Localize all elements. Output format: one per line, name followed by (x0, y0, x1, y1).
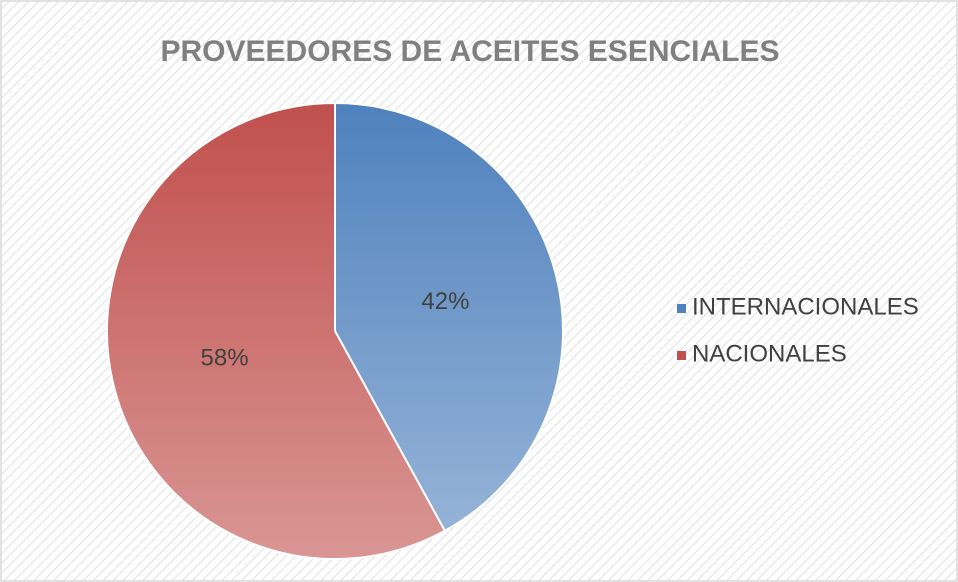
legend-label: NACIONALES (692, 340, 847, 367)
data-label: 58% (201, 345, 249, 372)
legend-swatch (677, 304, 686, 313)
pie-slice (106, 101, 447, 560)
pie-slice (334, 101, 564, 533)
data-label: 42% (421, 288, 469, 315)
legend-label: INTERNACIONALES (692, 293, 919, 320)
legend-swatch (677, 351, 686, 360)
chart-title: PROVEEDORES DE ACEITES ESENCIALES (160, 35, 779, 68)
